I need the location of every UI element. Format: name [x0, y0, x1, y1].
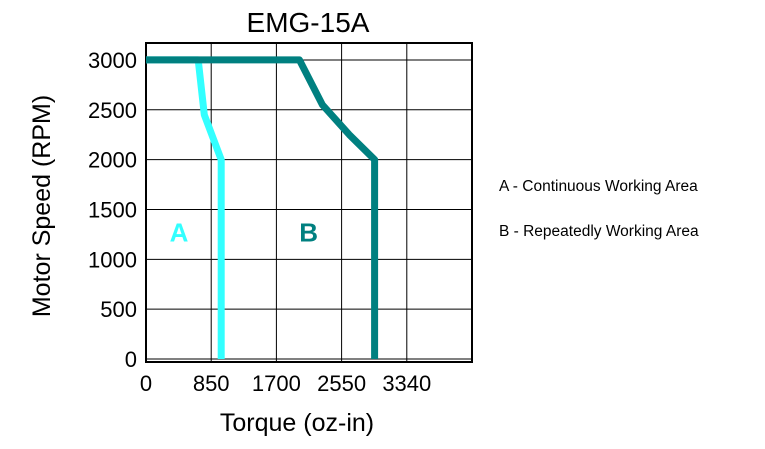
x-tick-label-1: 850 — [193, 371, 230, 396]
series-lines — [146, 56, 379, 359]
x-tick-label-0: 0 — [140, 371, 152, 396]
y-tick-label-6: 3000 — [88, 48, 137, 73]
y-tick-label-0: 0 — [125, 347, 137, 372]
y-tick-label-2: 1000 — [88, 247, 137, 272]
x-axis-title: Torque (oz-in) — [220, 409, 374, 437]
y-axis-title: Motor Speed (RPM) — [28, 95, 56, 317]
y-tick-label-5: 2500 — [88, 98, 137, 123]
plot-frame — [145, 42, 473, 363]
y-tick-label-1: 500 — [100, 297, 137, 322]
series-line-b — [146, 56, 379, 359]
legend-entry-b: B - Repeatedly Working Area — [499, 223, 699, 240]
y-tick-label-4: 2000 — [88, 148, 137, 173]
area-label-b: B — [299, 217, 318, 247]
x-tick-label-3: 2550 — [317, 371, 366, 396]
x-tick-labels: 0 850 1700 2550 3340 — [140, 371, 431, 396]
x-tick-label-2: 1700 — [252, 371, 301, 396]
y-tick-label-3: 1500 — [88, 197, 137, 222]
grid-lines — [146, 43, 472, 362]
legend: A - Continuous Working Area B - Repeated… — [499, 178, 699, 240]
chart-title: EMG-15A — [247, 7, 370, 38]
legend-entry-a: A - Continuous Working Area — [499, 178, 698, 195]
area-label-a: A — [170, 217, 189, 247]
y-tick-labels: 0 500 1000 1500 2000 2500 3000 — [88, 48, 137, 372]
x-tick-label-4: 3340 — [382, 371, 431, 396]
